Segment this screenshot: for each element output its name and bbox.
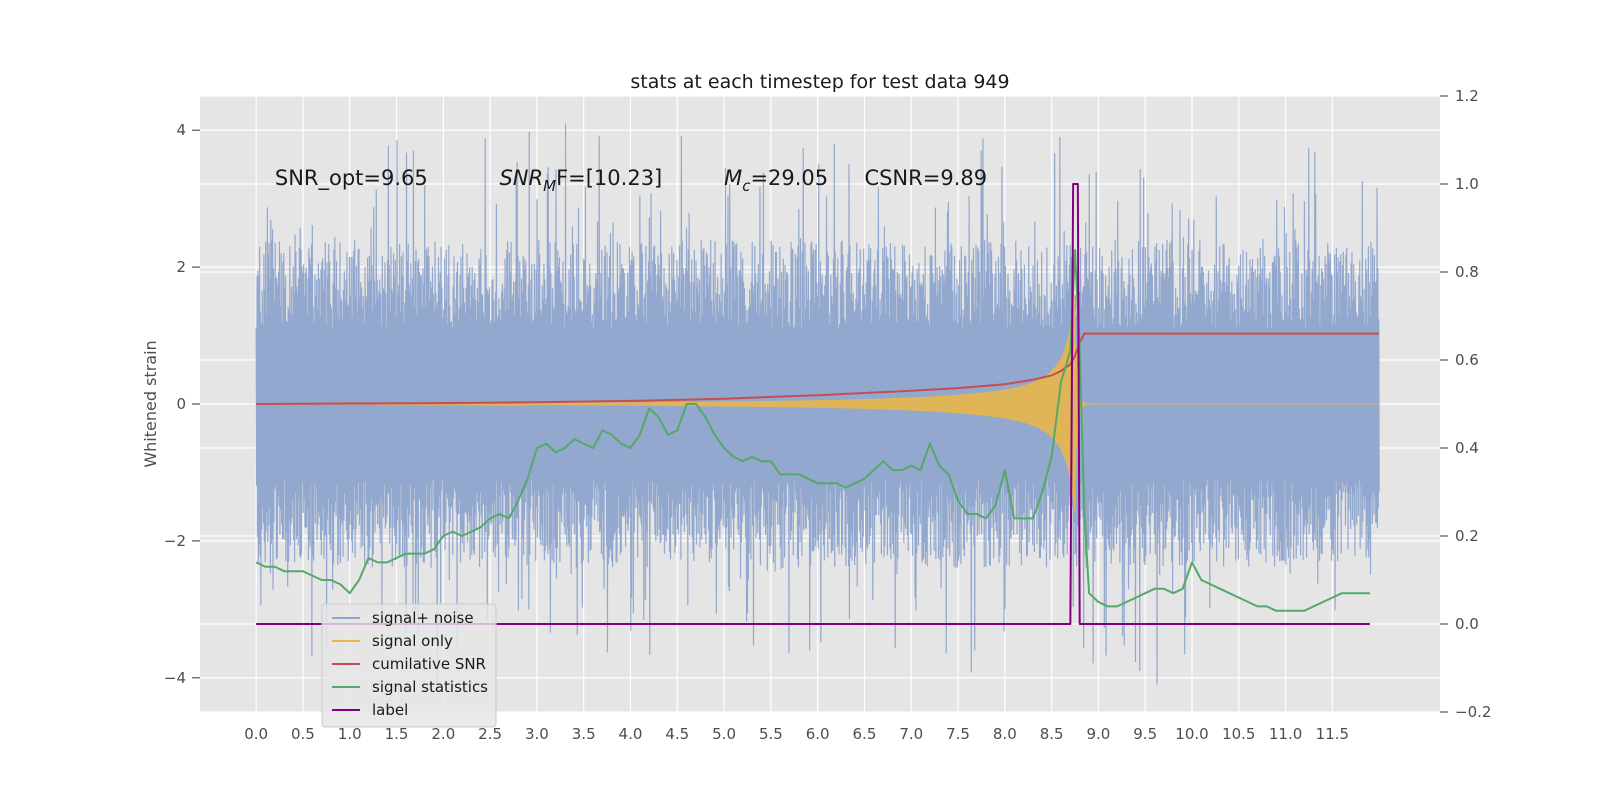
- legend-label: signal only: [372, 632, 453, 650]
- series-signal-statistics-line: [255, 249, 1370, 612]
- series-cumilative-snr-line: [256, 332, 1380, 405]
- legend-label: signal+ noise: [372, 609, 474, 627]
- y2-tick-label: 0.4: [1455, 439, 1479, 457]
- y2-tick-label: 0.6: [1455, 351, 1479, 369]
- axes-layer: 0.0 0.5 1.0 1.5 2.0 2.5 3.0 3.5 4.0 4.5 5.0 5.5 6.0 6…: [164, 87, 1492, 743]
- legend-label: label: [372, 701, 408, 719]
- x-tick-label: 1.5: [385, 725, 409, 743]
- x-tick-label: 10.0: [1175, 725, 1208, 743]
- x-tick-label: 11.0: [1269, 725, 1302, 743]
- x-tick-label: 4.0: [619, 725, 643, 743]
- series-label-line: [256, 183, 1370, 625]
- x-tick-label: 2.0: [431, 725, 455, 743]
- y2-tick-label: 1.0: [1455, 175, 1479, 193]
- x-tick-label: 9.5: [1133, 725, 1157, 743]
- y-tick-label: −4: [164, 669, 186, 687]
- x-tick-label: 7.0: [899, 725, 923, 743]
- x-tick-label: 8.0: [993, 725, 1017, 743]
- annotation-4: CSNR=9.89: [864, 166, 987, 190]
- series-layer: [255, 123, 1380, 685]
- legend-label: cumilative SNR: [372, 655, 486, 673]
- annotation-1: SNR_opt=9.65: [275, 166, 428, 191]
- x-tick-label: 7.5: [946, 725, 970, 743]
- y2-tick-label: 1.2: [1455, 87, 1479, 105]
- x-tick-label: 0.0: [244, 725, 268, 743]
- x-tick-label: 4.5: [665, 725, 689, 743]
- series-signal-noise-line: [255, 123, 1380, 685]
- y2-tick-label: 0.8: [1455, 263, 1479, 281]
- x-tick-label: 8.5: [1040, 725, 1064, 743]
- chart-title: stats at each timestep for test data 949: [630, 71, 1009, 93]
- x-tick-label: 5.0: [712, 725, 736, 743]
- y-tick-label: 2: [176, 258, 186, 276]
- legend: signal+ noise signal only cumilative SNR si…: [321, 603, 497, 728]
- x-tick-label: 1.0: [338, 725, 362, 743]
- x-tick-label: 6.5: [853, 725, 877, 743]
- x-tick-label: 0.5: [291, 725, 315, 743]
- legend-box: [321, 603, 497, 728]
- y2-tick-label: −0.2: [1455, 703, 1491, 721]
- annotation-3: Mc=29.05: [724, 166, 828, 195]
- x-tick-label: 11.5: [1316, 725, 1349, 743]
- y2-tick-label: 0.2: [1455, 527, 1479, 545]
- annotations: SNR_opt=9.65 SNRMF=[10.23] Mc=29.05 CSNR=9.…: [275, 166, 987, 195]
- x-tick-label: 10.5: [1222, 725, 1255, 743]
- legend-label: signal statistics: [372, 678, 488, 696]
- x-tick-label: 3.0: [525, 725, 549, 743]
- x-tick-label: 3.5: [572, 725, 596, 743]
- y-axis-label: Whitened strain: [141, 340, 160, 467]
- y-tick-label: −2: [164, 532, 186, 550]
- y2-tick-label: 0.0: [1455, 615, 1479, 633]
- x-tick-label: 6.0: [806, 725, 830, 743]
- x-tick-label: 2.5: [478, 725, 502, 743]
- x-tick-label: 5.5: [759, 725, 783, 743]
- y-tick-label: 0: [176, 395, 186, 413]
- x-tick-label: 9.0: [1086, 725, 1110, 743]
- y-tick-label: 4: [176, 121, 186, 139]
- annotation-2: SNRMF=[10.23]: [499, 166, 662, 195]
